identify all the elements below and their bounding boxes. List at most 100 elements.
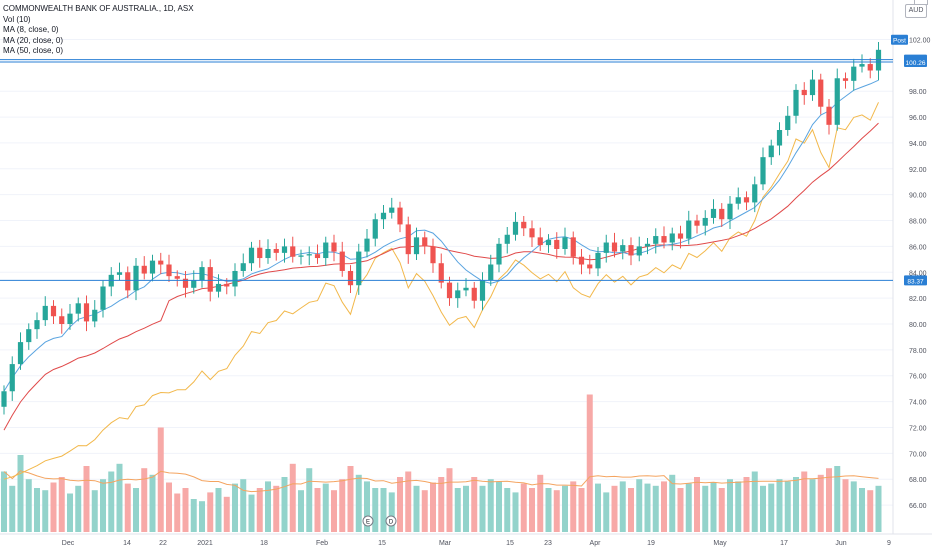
y-tick-label: 66.00 [909, 503, 927, 510]
candle [653, 228, 659, 254]
candle [743, 191, 750, 211]
candle [801, 82, 807, 105]
volume-bar [603, 492, 610, 532]
candle [669, 227, 675, 251]
volume-bar [273, 485, 280, 532]
candle [768, 139, 774, 165]
candle-body [182, 278, 189, 288]
candle [446, 276, 453, 306]
volume-bar [842, 479, 849, 532]
candle [578, 248, 585, 275]
candle-body [669, 233, 675, 243]
candle [182, 270, 189, 298]
volume-bar [298, 490, 304, 532]
volume-bar [471, 477, 478, 532]
candle-body [133, 265, 139, 291]
candle [702, 210, 708, 236]
volume-bar [232, 483, 238, 532]
volume-bar [710, 482, 717, 532]
volume-bar [875, 485, 882, 532]
candle-body [661, 236, 667, 243]
volume-bar [58, 477, 65, 532]
candle [785, 106, 791, 136]
candle-body [191, 280, 197, 288]
volume-bar [322, 483, 329, 532]
x-tick-label: 14 [123, 540, 131, 547]
candle [760, 147, 766, 191]
price-label: 100.26 [906, 60, 926, 67]
candle [620, 239, 626, 260]
price-label-box [904, 275, 927, 286]
candle-body [488, 264, 494, 281]
candle [380, 205, 387, 229]
y-tick-label: 70.00 [909, 451, 927, 458]
candle [479, 272, 486, 311]
candle [240, 253, 246, 277]
candle-body [34, 320, 40, 330]
candle [174, 270, 180, 287]
candle-body [83, 303, 90, 322]
candle [191, 270, 197, 294]
x-tick-label: 15 [378, 540, 386, 547]
candle-body [818, 79, 824, 107]
ma20-line [3, 122, 879, 431]
candle [595, 247, 601, 277]
event-marker-circle [385, 515, 397, 527]
volume-bar [355, 474, 362, 532]
y-tick-label: 72.00 [909, 425, 927, 432]
candle-body [776, 130, 783, 146]
y-tick-label: 94.00 [909, 141, 927, 148]
candle [438, 253, 444, 289]
candle [281, 238, 288, 263]
currency-badge[interactable]: AUD [905, 4, 927, 18]
legend-ma50[interactable]: MA (50, close, 0) [3, 46, 64, 55]
candle-body [735, 197, 741, 204]
volume-bar [75, 485, 82, 532]
volume-bar [50, 482, 57, 532]
candle-body [719, 208, 725, 220]
candle-body [372, 219, 378, 239]
x-tick-label: Mar [439, 540, 452, 547]
y-tick-label: 80.00 [909, 322, 927, 329]
candle-body [413, 237, 420, 255]
candle-body [851, 66, 857, 81]
candle [17, 332, 24, 370]
event-marker-label: D [389, 520, 394, 526]
volume-bar [586, 394, 593, 532]
volume-bar [487, 479, 494, 532]
volume-bar [372, 488, 379, 532]
volume-bar [636, 479, 643, 532]
candle [42, 296, 48, 326]
volume-bar [776, 479, 783, 532]
candle [735, 187, 741, 210]
candle-body [265, 248, 271, 259]
volume-bar [17, 455, 24, 532]
candle [339, 241, 345, 277]
legend-title[interactable]: COMMONWEALTH BANK OF AUSTRALIA., 1D, ASX [3, 4, 194, 13]
legend-volume[interactable]: Vol (10) [3, 14, 31, 24]
x-tick-label: 2021 [197, 540, 213, 547]
x-tick-label: 9 [887, 540, 891, 547]
candle [83, 295, 90, 332]
volume-bar [405, 471, 412, 532]
price-label-box [891, 34, 908, 45]
candle [298, 249, 304, 265]
volume-bar [265, 481, 271, 532]
x-tick-label: 22 [159, 540, 167, 547]
candle [644, 237, 651, 255]
volume-bar [504, 488, 511, 532]
candle-body [397, 207, 403, 225]
volume-bar [529, 488, 535, 532]
legend-ma8[interactable]: MA (8, close, 0) [3, 25, 59, 34]
candle [834, 68, 840, 131]
candle [356, 243, 362, 295]
volume-bar [735, 481, 742, 532]
legend-ma20[interactable]: MA (20, close, 0) [3, 35, 64, 45]
candle [463, 278, 469, 297]
volume-bar [661, 481, 667, 532]
candle-body [364, 238, 370, 252]
y-tick-label: 88.00 [909, 219, 927, 226]
candle-body [75, 303, 81, 314]
